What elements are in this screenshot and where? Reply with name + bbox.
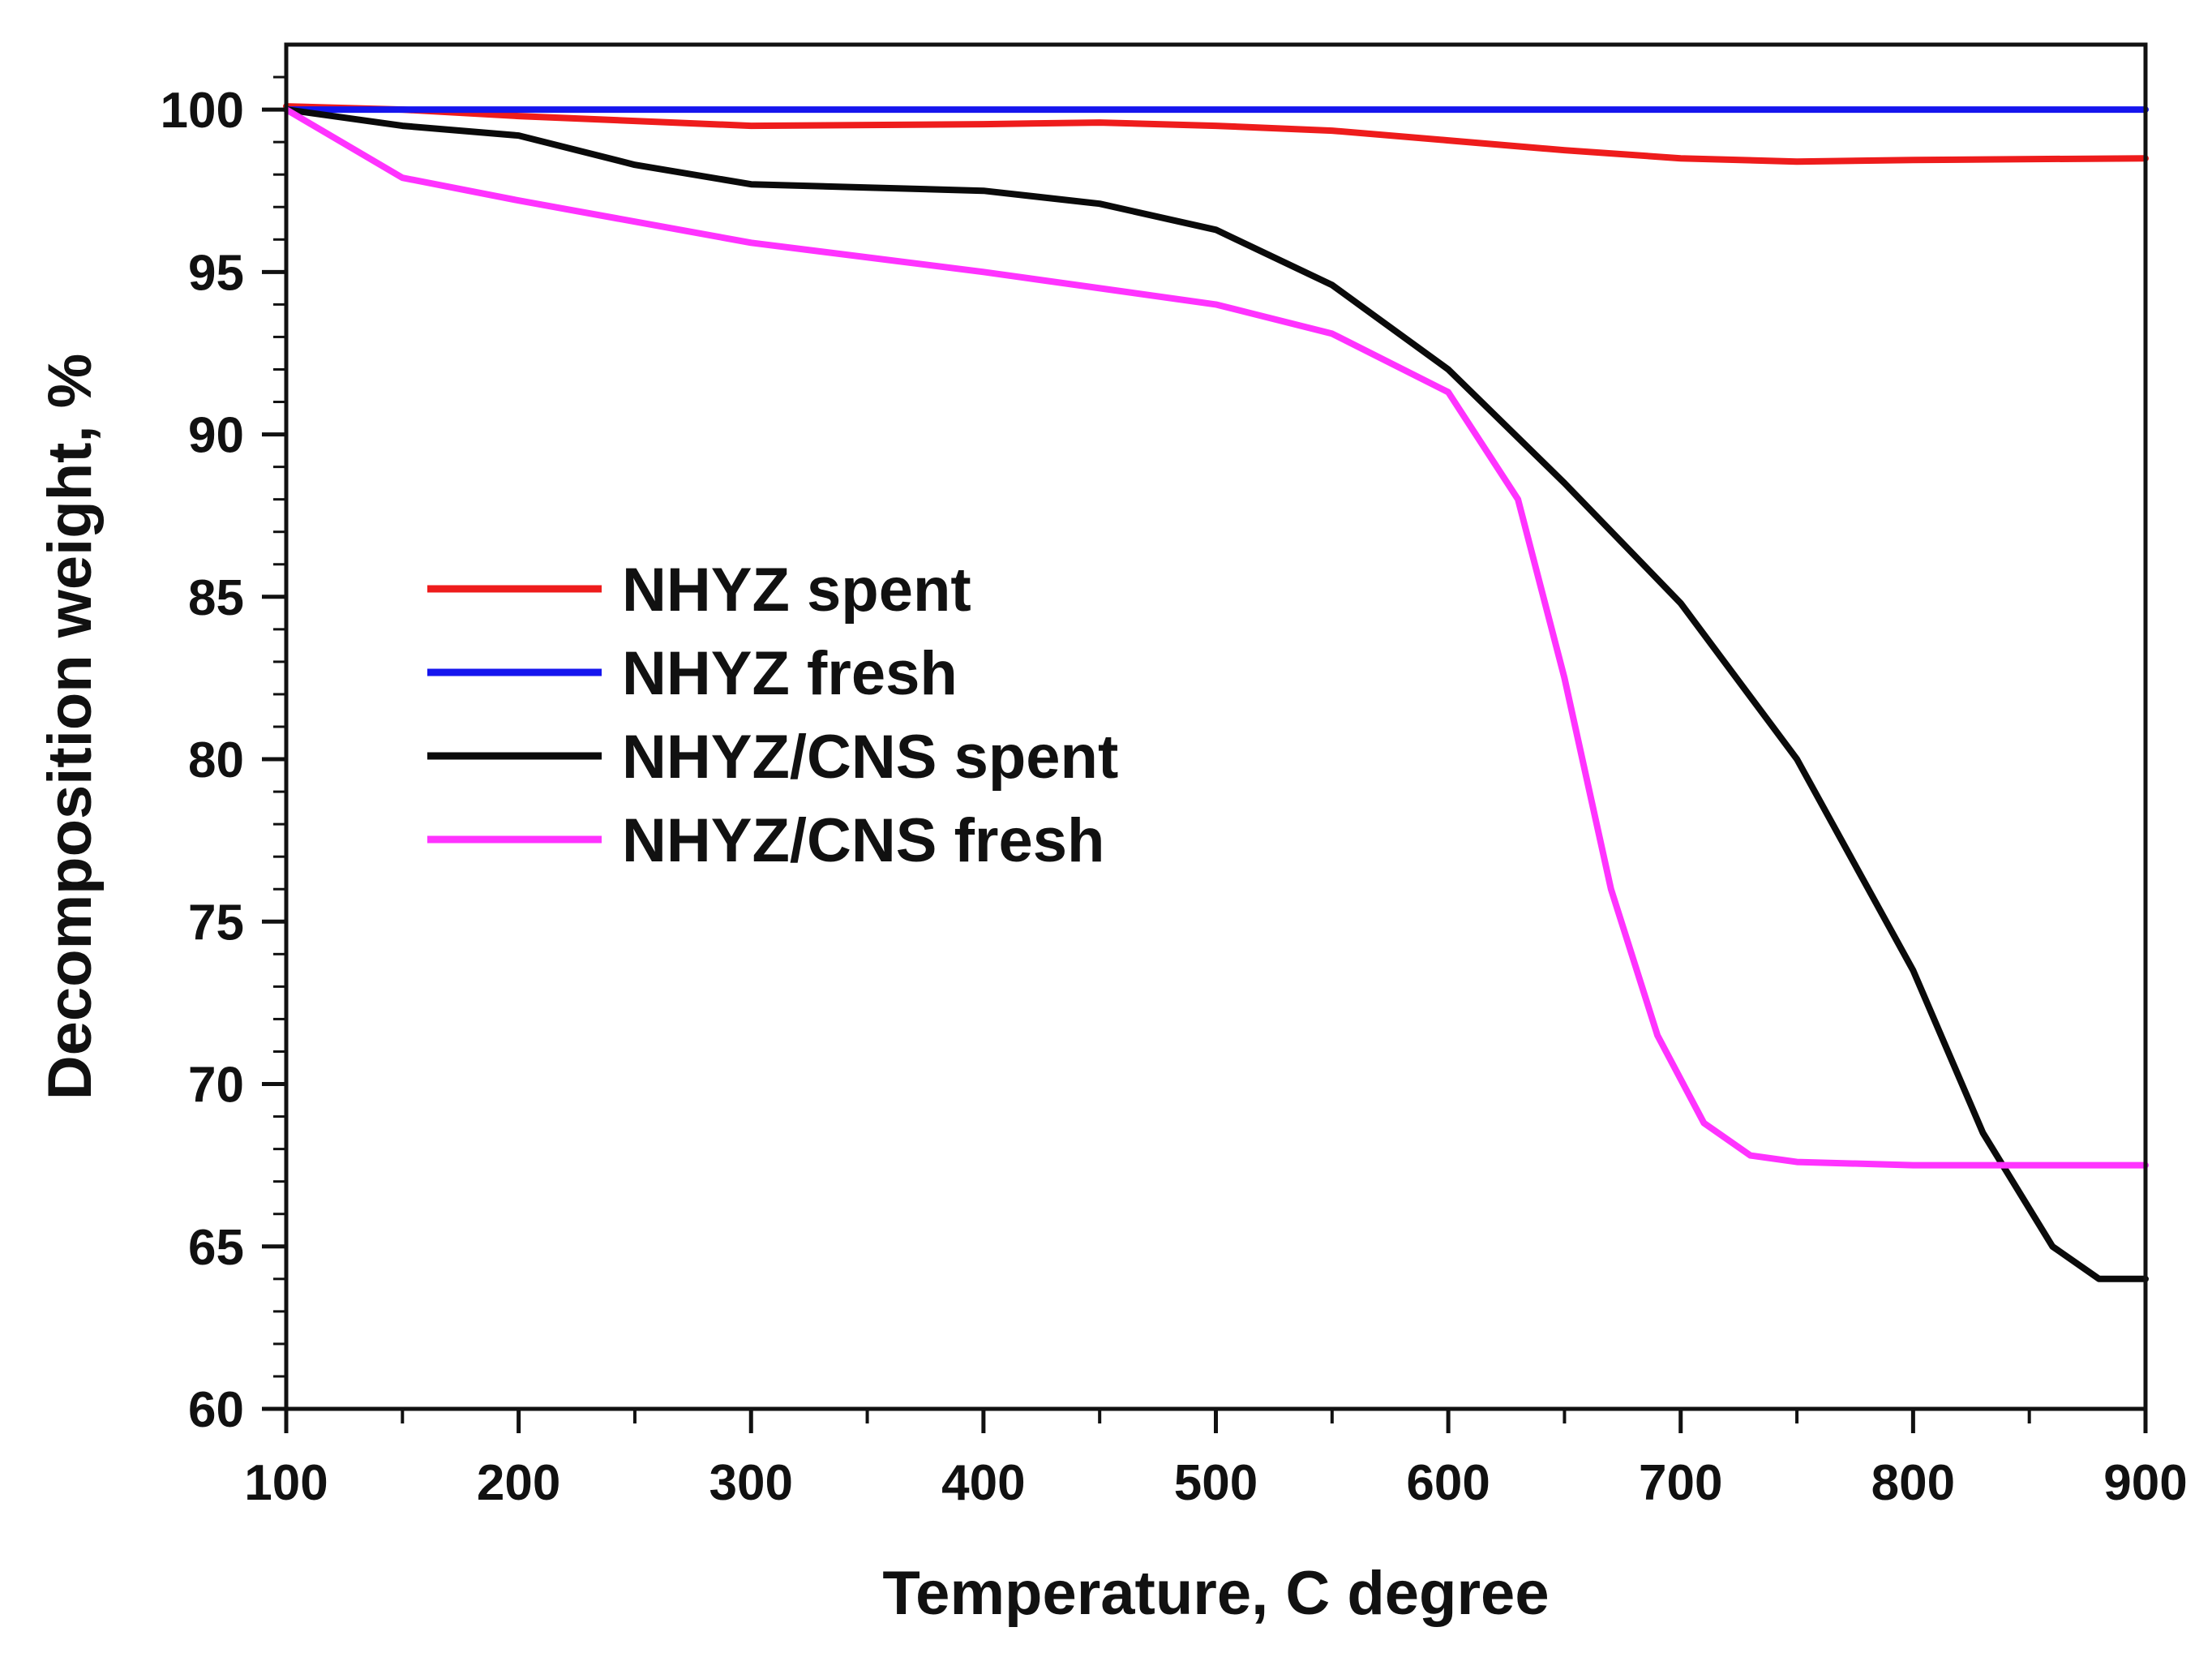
series-line-nhyz-cns-fresh [283,106,2149,1169]
y-axis: 60 65 70 75 80 85 90 95 100 [161,75,286,1438]
x-axis: 100 200 300 400 500 600 700 800 900 [244,1409,2188,1511]
x-tick-label: 800 [1871,1455,1955,1511]
legend-label: NHYZ fresh [622,639,958,708]
x-tick-label: 100 [244,1455,328,1511]
x-tick-label: 700 [1639,1455,1722,1511]
x-tick-label: 600 [1406,1455,1490,1511]
x-tick-label: 400 [941,1455,1025,1511]
legend: NHYZ spent NHYZ fresh NHYZ/CNS spent NHYZ/C… [427,556,1118,875]
legend-label: NHYZ spent [622,556,971,625]
y-tick-label: 75 [188,895,244,951]
y-tick-label: 100 [161,83,244,139]
y-axis-title: Decomposition weight, % [36,354,105,1101]
series-line-nhyz-spent [283,103,2149,165]
legend-label: NHYZ/CNS fresh [622,806,1104,875]
y-tick-label: 95 [188,245,244,301]
x-axis-title: Temperature, C degree [882,1559,1549,1628]
y-tick-label: 85 [188,570,244,626]
x-tick-label: 500 [1174,1455,1258,1511]
legend-label: NHYZ/CNS spent [622,723,1118,792]
x-tick-label: 900 [2103,1455,2187,1511]
plot-frame [284,42,2148,1411]
x-tick-label: 300 [709,1455,793,1511]
series-line-nhyz-cns-spent [283,106,2149,1282]
y-tick-label: 80 [188,732,244,788]
y-tick-label: 60 [188,1382,244,1438]
x-tick-label: 200 [477,1455,560,1511]
y-tick-label: 65 [188,1220,244,1276]
y-tick-label: 70 [188,1058,244,1114]
y-tick-label: 90 [188,408,244,464]
